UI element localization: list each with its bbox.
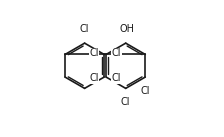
Text: OH: OH [120, 25, 135, 34]
Text: Cl: Cl [89, 48, 99, 58]
Text: Cl: Cl [80, 25, 89, 34]
Text: Cl: Cl [140, 86, 150, 96]
Text: Cl: Cl [112, 73, 121, 83]
Text: Cl: Cl [112, 48, 121, 58]
Text: Cl: Cl [89, 73, 99, 83]
Text: Cl: Cl [121, 97, 130, 107]
